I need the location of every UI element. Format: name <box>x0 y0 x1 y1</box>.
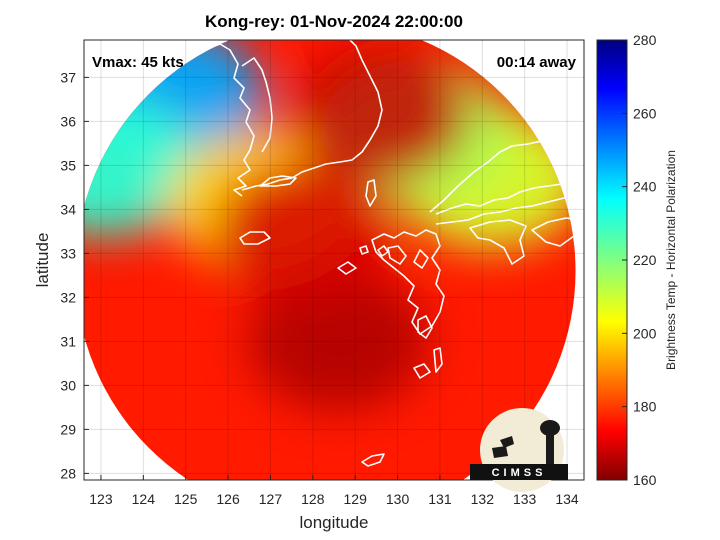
korea-east-coast <box>241 57 273 153</box>
y-tick-label: 29 <box>60 421 76 437</box>
x-tick-label: 130 <box>386 491 410 507</box>
x-axis-label: longitude <box>299 513 368 532</box>
y-tick-label: 32 <box>60 289 76 305</box>
x-tick-label: 134 <box>555 491 579 507</box>
kyushu-coast <box>371 229 445 335</box>
colorbar-tick-label: 180 <box>633 399 657 415</box>
shikoku-coast <box>469 219 527 265</box>
kyushu-inner <box>387 245 407 265</box>
x-tick-label: 133 <box>513 491 537 507</box>
oki-islands <box>531 107 545 121</box>
y-axis-label: latitude <box>33 233 52 288</box>
colorbar-tick-label: 260 <box>633 105 657 121</box>
x-tick-label: 125 <box>174 491 198 507</box>
cold-region <box>214 161 395 302</box>
vmax-label: Vmax: 45 kts <box>92 54 184 71</box>
yakushima <box>413 363 431 379</box>
y-tick-label: 34 <box>60 201 76 217</box>
chart-title: Kong-rey: 01-Nov-2024 22:00:00 <box>205 12 463 31</box>
tanegashima <box>433 347 443 373</box>
time-away-label: 00:14 away <box>497 54 577 71</box>
cimss-logo: CIMSS <box>470 408 568 492</box>
kyushu-inlet <box>413 249 429 269</box>
colorbar-tick-label: 220 <box>633 252 657 268</box>
x-tick-label: 126 <box>216 491 240 507</box>
shikoku-east <box>531 217 581 247</box>
coastlines <box>195 40 584 467</box>
x-tick-label: 132 <box>471 491 495 507</box>
seto-coast <box>435 195 581 225</box>
small-island-1 <box>377 245 389 257</box>
x-tick-label: 128 <box>301 491 325 507</box>
y-tick-label: 33 <box>60 245 76 261</box>
colorbar-tick-label: 240 <box>633 179 657 195</box>
amami <box>361 453 385 467</box>
korea-west-coast <box>195 41 255 197</box>
cold-region <box>248 271 429 412</box>
korea-south-coast <box>241 40 383 191</box>
honshu-north <box>429 139 579 213</box>
y-tick-label: 36 <box>60 113 76 129</box>
honshu-coast <box>435 183 584 215</box>
goto-islands <box>337 261 357 275</box>
x-tick-label: 124 <box>132 491 156 507</box>
colorbar-tick-label: 200 <box>633 325 657 341</box>
plot-frame <box>83 39 585 481</box>
amakusa <box>417 315 433 339</box>
colorbar: 160 180 200 220 240 260 280 Brightness Temp - … <box>596 32 678 488</box>
jeju-island <box>239 231 271 245</box>
colorbar-tick-label: 280 <box>633 32 657 48</box>
colorbar-tick-label: 160 <box>633 472 657 488</box>
y-tick-label: 28 <box>60 465 76 481</box>
x-tick-label: 123 <box>89 491 113 507</box>
x-tick-label: 127 <box>259 491 283 507</box>
colorbar-label: Brightness Temp - Horizontal Polarizatio… <box>664 150 678 370</box>
y-tick-label: 37 <box>60 69 76 85</box>
x-tick-label: 129 <box>344 491 368 507</box>
korea-islands <box>259 175 297 187</box>
y-tick-label: 31 <box>60 333 76 349</box>
tsushima <box>365 179 377 207</box>
y-tick-label: 30 <box>60 377 76 393</box>
cimss-logo-text: CIMSS <box>492 467 547 479</box>
small-island-2 <box>359 245 369 255</box>
grid-lines <box>84 40 584 480</box>
axis-ticks: 123 124 125 126 127 128 129 130 131 132 133 134 28 29… <box>60 69 579 507</box>
warm-region <box>84 95 201 236</box>
y-tick-label: 35 <box>60 157 76 173</box>
x-tick-label: 131 <box>428 491 452 507</box>
